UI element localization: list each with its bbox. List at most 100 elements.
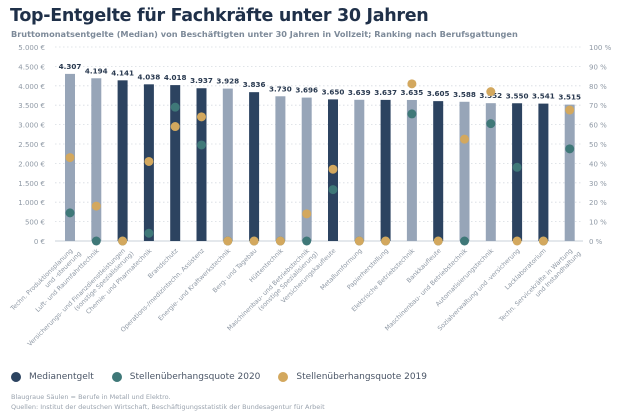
point-2019	[223, 236, 233, 246]
y-tick-left: 2.500 €	[18, 141, 45, 149]
point-2019	[381, 236, 391, 246]
point-2019	[197, 112, 206, 122]
bar-value-label: 3.650	[322, 87, 345, 96]
bar	[433, 101, 444, 241]
y-tick-left: 500 €	[25, 219, 45, 227]
y-tick-left: 1.000 €	[18, 199, 45, 207]
bar	[170, 85, 181, 242]
bar	[538, 103, 549, 242]
point-2019	[170, 122, 180, 132]
y-tick-right: 20 %	[589, 199, 607, 207]
y-tick-left: 3.500 €	[18, 102, 45, 110]
chart-title: Top-Entgelte für Fachkräfte unter 30 Jah…	[10, 6, 429, 26]
legend: Medianentgelt Stellenüberhangsquote 2020…	[11, 372, 427, 382]
point-2019	[538, 236, 548, 246]
point-2019	[565, 105, 575, 115]
legend-item-2019: Stellenüberhangsquote 2019	[278, 372, 427, 382]
point-2020	[460, 236, 469, 246]
bar-chart: 0 € 0 % 500 € 10 % 1.000 € 20 % 1.500 € 30 % 2.0…	[9, 44, 612, 348]
y-tick-left: 4.000 €	[18, 83, 45, 91]
bar	[380, 99, 391, 241]
bar-value-label: 3.635	[401, 88, 424, 97]
y-tick-right: 30 %	[589, 180, 607, 188]
y-tick-left: 4.500 €	[18, 63, 45, 71]
bar	[275, 96, 286, 241]
legend-label: Stellenüberhangsquote 2020	[129, 372, 261, 382]
note-sources: Quellen: Institut der deutschen Wirtscha…	[11, 403, 325, 411]
bar	[196, 88, 207, 241]
bar-value-label: 3.550	[506, 91, 529, 100]
point-2019	[144, 156, 154, 166]
y-tick-left: 3.000 €	[18, 122, 45, 130]
bar	[91, 78, 102, 241]
bar-value-label: 3.588	[453, 90, 476, 99]
y-tick-right: 80 %	[589, 83, 607, 91]
y-tick-right: 90 %	[589, 63, 607, 71]
legend-label: Medianentgelt	[29, 372, 94, 382]
legend-marker-icon	[111, 372, 122, 382]
point-2020	[486, 119, 496, 129]
point-2019	[486, 87, 496, 97]
bar-value-label: 3.639	[348, 88, 371, 97]
point-2019	[512, 236, 522, 246]
point-2020	[65, 208, 75, 218]
bar	[301, 97, 312, 241]
bar-value-label: 4.194	[85, 66, 108, 75]
bar-value-label: 3.730	[269, 84, 292, 93]
point-2019	[354, 236, 364, 246]
bar	[485, 103, 496, 241]
bar	[249, 92, 260, 241]
bar-value-label: 3.515	[558, 93, 581, 102]
point-2019	[407, 79, 417, 89]
x-tick-label: Berg- und Tagebau	[212, 247, 259, 294]
point-2020	[144, 228, 154, 238]
y-tick-right: 100 %	[589, 44, 612, 52]
y-tick-left: 0 €	[34, 238, 45, 246]
y-tick-right: 0 %	[589, 238, 603, 246]
y-tick-left: 5.000 €	[18, 44, 45, 52]
legend-marker-icon	[11, 372, 21, 382]
note-metal-elektro: Blaugraue Säulen = Berufe in Metall und …	[11, 393, 171, 401]
bar-value-label: 3.937	[190, 76, 213, 85]
point-2020	[197, 140, 206, 150]
point-2019	[65, 153, 75, 163]
point-2019	[460, 134, 469, 144]
point-2019	[249, 236, 259, 246]
bar	[222, 88, 233, 241]
bar	[354, 99, 365, 242]
bar-value-label: 4.018	[164, 73, 187, 82]
point-2020	[302, 236, 312, 246]
point-2020	[565, 144, 575, 154]
y-tick-right: 50 %	[589, 141, 607, 149]
legend-item-2020: Stellenüberhangsquote 2020	[111, 372, 261, 382]
y-tick-right: 60 %	[589, 122, 607, 130]
legend-marker-icon	[278, 372, 289, 382]
bar	[406, 99, 417, 241]
point-2020	[407, 109, 417, 119]
bar-value-label: 4.038	[138, 72, 161, 81]
point-2019	[118, 236, 128, 246]
bar-value-label: 3.928	[216, 77, 239, 86]
bar-value-label: 3.836	[243, 80, 266, 89]
bar-value-label: 4.141	[111, 68, 134, 77]
bar-value-label: 3.637	[374, 88, 397, 97]
point-2019	[328, 164, 338, 174]
bar-value-label: 3.696	[295, 86, 318, 95]
bar-value-label: 3.605	[427, 89, 450, 98]
y-tick-right: 40 %	[589, 160, 607, 168]
bar	[564, 104, 575, 241]
bar	[117, 80, 128, 242]
point-2020	[170, 102, 180, 112]
bar	[512, 103, 523, 241]
point-2020	[91, 236, 101, 246]
point-2019	[91, 201, 101, 211]
y-tick-left: 2.000 €	[18, 160, 45, 168]
point-2019	[275, 236, 285, 246]
point-2020	[512, 162, 522, 172]
chart-subtitle: Bruttomonatsentgelte (Median) von Beschä…	[11, 29, 518, 39]
point-2020	[328, 185, 338, 195]
bar	[459, 101, 470, 241]
legend-item-median: Medianentgelt	[11, 372, 94, 382]
y-tick-left: 1.500 €	[18, 180, 45, 188]
legend-label: Stellenüberhangsquote 2019	[296, 372, 428, 382]
